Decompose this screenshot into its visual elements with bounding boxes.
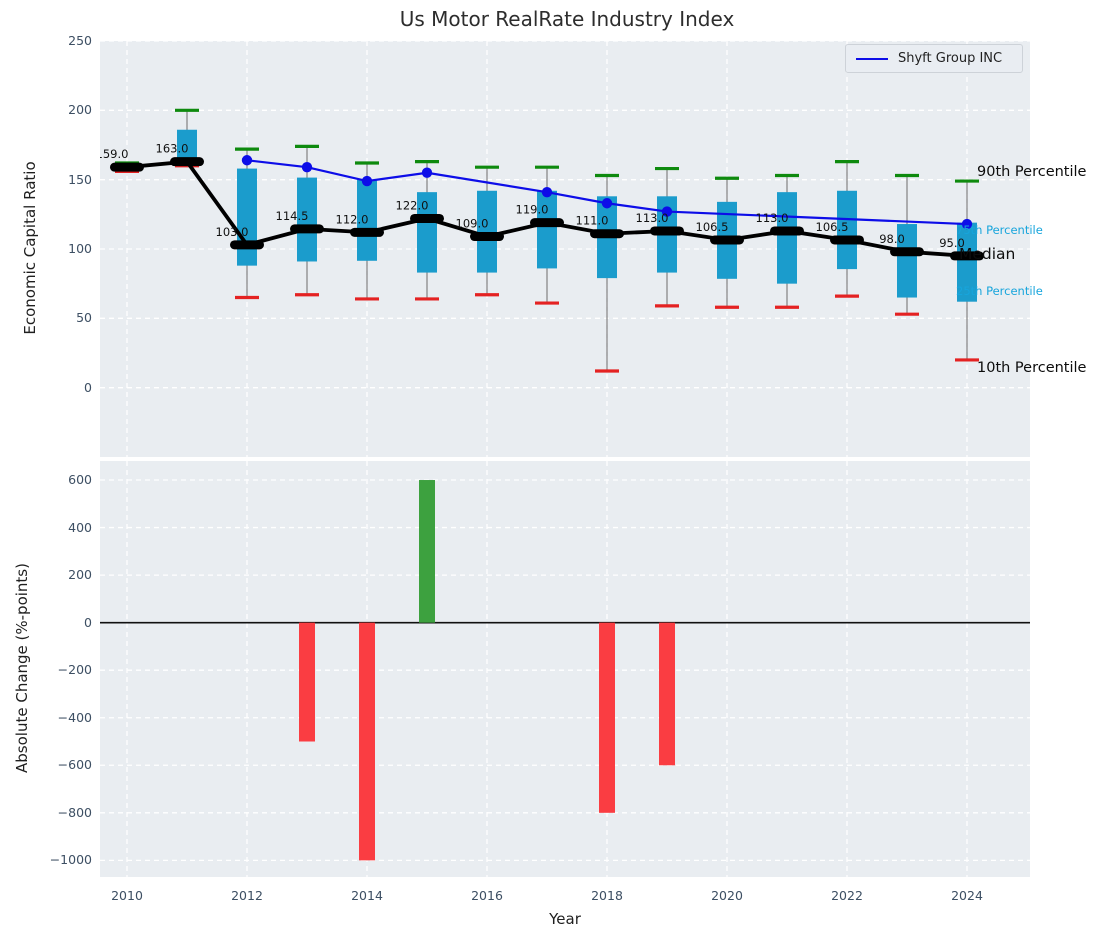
- median-value-label: 159.0: [100, 147, 128, 161]
- median-value-label: 109.0: [456, 217, 489, 231]
- company-line-marker: [961, 218, 973, 230]
- company-line-marker: [661, 206, 673, 217]
- annotation-25th-percentile: 25th Percentile: [956, 284, 1043, 298]
- x-tick-label: 2016: [471, 888, 503, 903]
- bottom-y-tick-label: 0: [84, 614, 92, 630]
- iqr-box: [897, 224, 917, 298]
- top-y-tick-label: 250: [68, 33, 92, 48]
- x-tick-label: 2020: [711, 888, 743, 903]
- iqr-box: [537, 190, 557, 269]
- x-axis-label: Year: [549, 910, 581, 928]
- x-tick-label: 2010: [111, 888, 143, 903]
- annotation-10th-percentile: 10th Percentile: [977, 360, 1087, 376]
- x-tick-label: 2018: [591, 888, 623, 903]
- annotation-90th-percentile: 90th Percentile: [977, 164, 1087, 180]
- median-marker: [410, 213, 444, 223]
- bottom-y-tick-label: −1000: [49, 852, 92, 868]
- company-line-marker: [541, 186, 553, 198]
- top-y-tick-label: 150: [68, 171, 92, 187]
- company-line-marker: [241, 155, 253, 166]
- median-marker: [890, 247, 924, 257]
- bar-negative: [299, 622, 315, 742]
- company-line-marker: [601, 198, 613, 209]
- iqr-box: [417, 192, 437, 273]
- bottom-y-tick-label: 600: [68, 472, 92, 488]
- bar-negative: [599, 622, 615, 813]
- median-marker: [110, 162, 144, 172]
- legend: Shyft Group INC: [845, 44, 1023, 73]
- median-marker: [530, 218, 564, 228]
- bottom-plot-area: [100, 461, 1030, 877]
- top-plot-area: 159.0 163.0 103.0 114.5 112.0 122.0 109.0 119.0…: [100, 41, 1030, 457]
- x-tick-label: 2024: [951, 888, 983, 903]
- median-marker: [770, 226, 804, 236]
- top-y-tick-label: 100: [68, 241, 92, 256]
- median-marker: [290, 224, 324, 234]
- chart-title: Us Motor RealRate Industry Index: [399, 7, 735, 31]
- company-line: [246, 159, 968, 226]
- iqr-box: [777, 192, 797, 284]
- iqr-box: [297, 177, 317, 262]
- median-marker: [710, 235, 744, 245]
- iqr-box: [237, 168, 257, 266]
- iqr-box: [837, 190, 857, 270]
- median-value-label: 98.0: [879, 232, 905, 246]
- bottom-y-tick-label: 200: [68, 567, 92, 583]
- bottom-y-tick-label: −200: [57, 662, 92, 678]
- median-value-label: 113.0: [756, 211, 789, 225]
- bar-chart: [100, 461, 1030, 877]
- median-marker: [170, 157, 204, 167]
- top-y-tick-label: 0: [84, 379, 92, 395]
- bottom-y-tick-label: 400: [68, 519, 92, 535]
- top-y-axis-label: Economic Capital Ratio: [21, 161, 39, 335]
- bar-negative: [359, 622, 375, 861]
- median-marker: [590, 229, 624, 239]
- median-value-label: 114.5: [276, 209, 309, 223]
- bar-positive: [419, 480, 435, 623]
- company-line-marker: [361, 175, 373, 187]
- median-value-label: 95.0: [939, 236, 965, 250]
- bar-negative: [659, 622, 675, 766]
- median-marker: [230, 240, 264, 250]
- median-value-label: 112.0: [336, 212, 369, 226]
- median-value-label: 103.0: [216, 225, 249, 239]
- legend-label: Shyft Group INC: [898, 51, 1003, 66]
- company-line-marker: [421, 167, 433, 178]
- median-marker: [650, 226, 684, 236]
- x-tick-label: 2014: [351, 888, 383, 903]
- median-value-label: 111.0: [576, 214, 609, 228]
- company-line-marker: [301, 161, 313, 173]
- annotation-median: Median: [959, 245, 1016, 263]
- median-value-label: 106.5: [816, 220, 849, 234]
- median-marker: [470, 232, 504, 242]
- median-marker: [950, 251, 984, 261]
- median-value-label: 119.0: [516, 203, 549, 217]
- boxplot-chart: 159.0 163.0 103.0 114.5 112.0 122.0 109.0 119.0…: [100, 41, 1030, 457]
- median-marker: [350, 227, 384, 237]
- bottom-y-tick-label: −600: [57, 757, 92, 773]
- median-value-label: 122.0: [396, 198, 429, 212]
- median-value-label: 106.5: [696, 220, 729, 234]
- median-value-label: 163.0: [156, 142, 189, 156]
- median-marker: [830, 235, 864, 245]
- median-value-label: 113.0: [636, 211, 669, 225]
- x-tick-label: 2012: [231, 888, 263, 903]
- bottom-y-tick-label: −800: [57, 804, 92, 820]
- top-y-tick-label: 50: [76, 310, 92, 326]
- legend-line-swatch: [856, 57, 888, 60]
- iqr-box: [477, 190, 497, 273]
- top-y-tick-label: 200: [68, 102, 92, 118]
- iqr-box: [357, 179, 377, 261]
- bottom-y-tick-label: −400: [57, 709, 92, 725]
- iqr-box: [957, 222, 977, 302]
- annotation-75th-percentile: 75th Percentile: [956, 223, 1043, 237]
- bottom-y-axis-label: Absolute Change (%-points): [13, 563, 31, 773]
- x-tick-label: 2022: [831, 888, 863, 903]
- iqr-box: [177, 129, 197, 166]
